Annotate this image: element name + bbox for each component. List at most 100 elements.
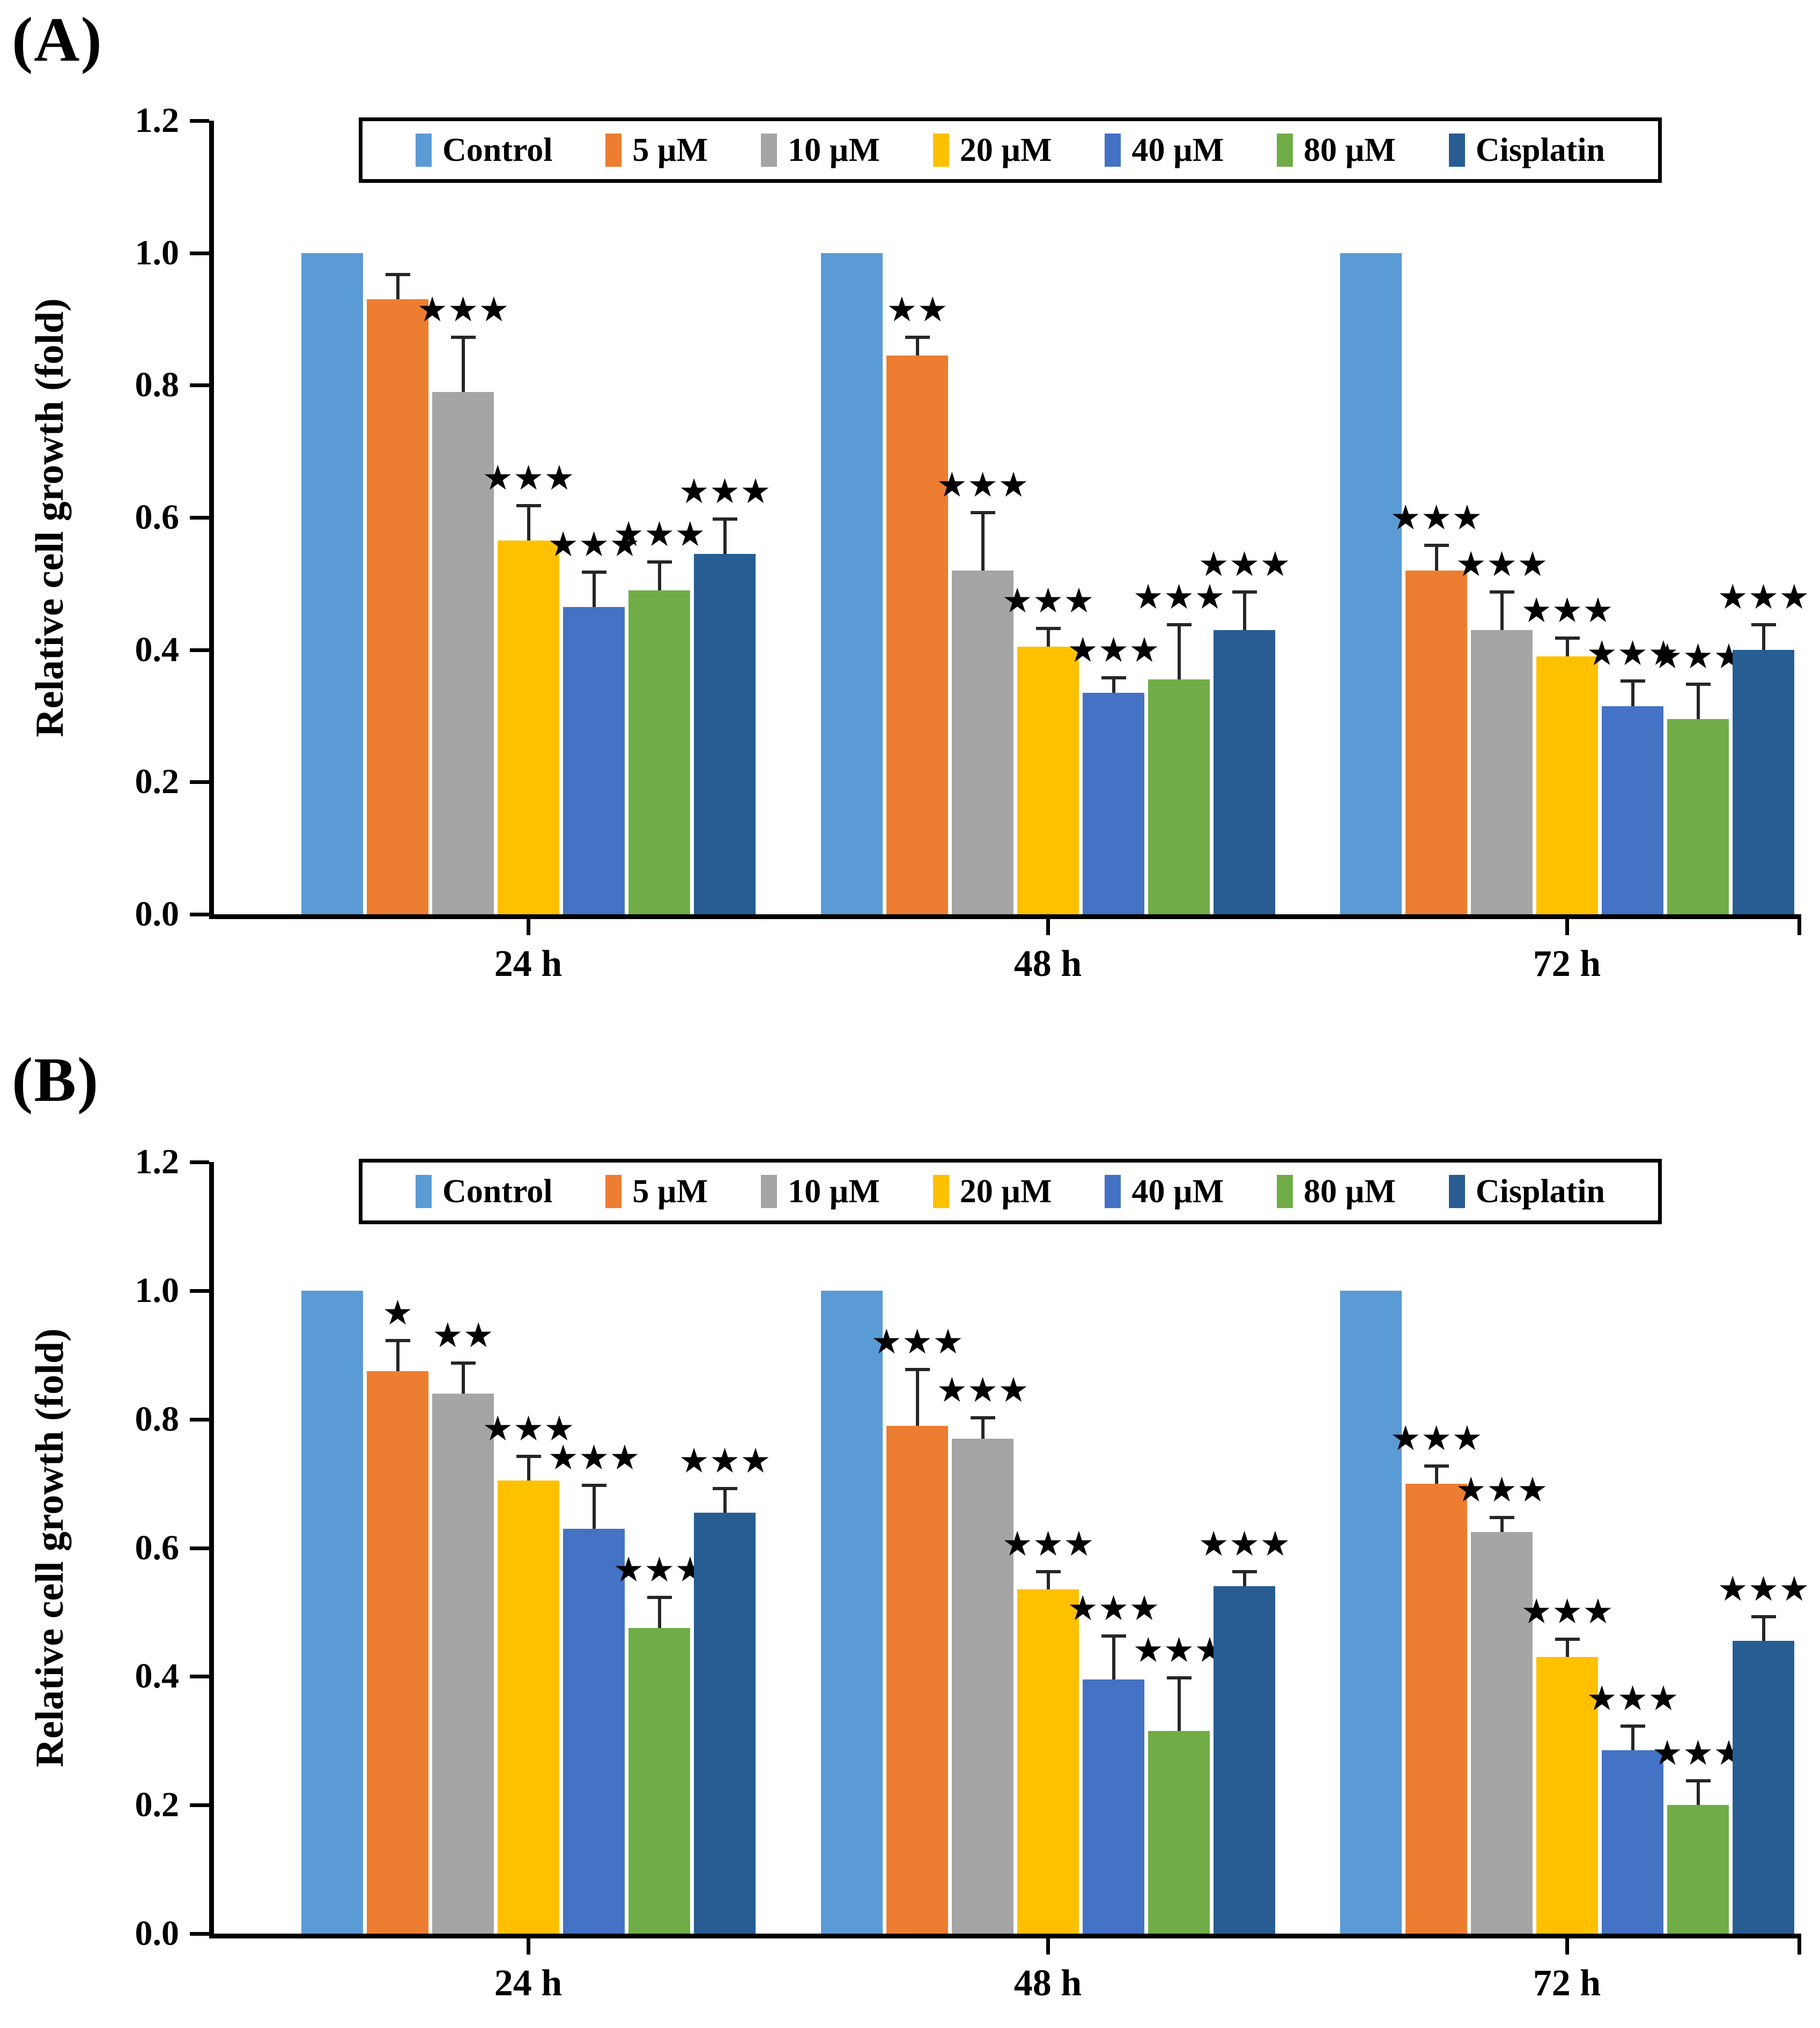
- legend: Control 5 µM 10 µM 20 µM 40 µM 80 µM Cisplatin: [359, 1159, 1662, 1224]
- legend-item: 40 µM: [1105, 1175, 1224, 1208]
- error-bar-cap: [1620, 1724, 1645, 1728]
- error-bar-cap: [1489, 1515, 1514, 1519]
- y-axis-line: [209, 1162, 214, 1938]
- y-tick: [190, 1289, 209, 1293]
- error-bar-cap: [581, 570, 606, 574]
- significance-stars: ★★★: [678, 1441, 771, 1481]
- bar: [628, 590, 690, 914]
- bar: [886, 355, 948, 914]
- y-tick: [190, 383, 209, 388]
- error-bar-cap: [1232, 590, 1257, 594]
- significance-stars: ★★★: [548, 1438, 640, 1478]
- significance-stars: ★★★: [1717, 578, 1810, 618]
- error-bar-cap: [970, 510, 995, 514]
- error-bar: [1631, 679, 1634, 706]
- legend-label: 5 µM: [632, 1173, 708, 1210]
- error-bar: [723, 1486, 727, 1513]
- bar: [1536, 656, 1598, 914]
- legend-item: 80 µM: [1277, 1175, 1396, 1208]
- significance-stars: ★★★: [871, 1322, 964, 1362]
- bar: [952, 1438, 1013, 1934]
- error-bar: [1565, 1638, 1569, 1657]
- y-tick-label: 0.0: [135, 1914, 180, 1953]
- significance-stars: ★★★: [1198, 544, 1291, 584]
- error-bar: [1242, 1570, 1246, 1587]
- bar: [1733, 649, 1794, 914]
- legend-label: Control: [442, 132, 553, 168]
- x-axis-line: [209, 914, 1801, 919]
- error-bar-cap: [450, 1361, 476, 1365]
- error-bar-cap: [1555, 1638, 1580, 1641]
- legend-swatch: [1277, 134, 1293, 167]
- legend-item: Control: [415, 1173, 553, 1210]
- error-bar: [1177, 1676, 1181, 1731]
- legend-item: 10 µM: [761, 1175, 880, 1208]
- error-bar-cap: [385, 272, 410, 276]
- legend-swatch: [1448, 1175, 1465, 1208]
- legend-item: Control: [415, 132, 553, 168]
- error-bar: [1046, 626, 1050, 647]
- significance-stars: ★★★: [1652, 637, 1744, 677]
- bar: [301, 1290, 363, 1934]
- bar: [563, 606, 625, 914]
- error-bar: [396, 1338, 399, 1371]
- bar: [1602, 706, 1663, 914]
- y-tick: [190, 1675, 209, 1679]
- significance-stars: ★★★: [1586, 1679, 1679, 1719]
- bar: [367, 1371, 428, 1934]
- error-bar-cap: [450, 335, 476, 339]
- error-bar: [723, 517, 727, 554]
- y-tick: [190, 1546, 209, 1550]
- x-tick: [1565, 1938, 1569, 1955]
- y-tick: [190, 1803, 209, 1808]
- bar: [1471, 1531, 1533, 1934]
- bar: [1340, 1290, 1402, 1934]
- bar: [1733, 1641, 1794, 1934]
- error-bar-cap: [1035, 1570, 1061, 1574]
- y-tick-label: 1.2: [135, 101, 180, 140]
- legend-swatch: [415, 134, 432, 167]
- significance-stars: ★★★: [482, 458, 575, 499]
- bar: [498, 541, 559, 914]
- bar: [1083, 692, 1144, 914]
- x-tick: [527, 919, 530, 935]
- legend-swatch: [1105, 134, 1121, 167]
- bar: [1017, 1589, 1079, 1934]
- significance-stars: ★★★: [1521, 591, 1614, 631]
- significance-stars: ★★★: [1586, 634, 1679, 674]
- error-bar: [915, 335, 919, 356]
- bar: [367, 299, 428, 914]
- legend-swatch: [605, 1175, 622, 1208]
- legend-label: Control: [442, 1173, 553, 1210]
- x-category-label: 48 h: [1013, 1963, 1082, 2004]
- plot-area-a: 0.0 0.2 0.4 0.6 0.8 1.0 1.2 Control 5 µM 10 µM 20 …: [135, 103, 1810, 983]
- significance-stars: ★★★: [1133, 578, 1225, 618]
- significance-stars: ★★★: [936, 1370, 1029, 1410]
- error-bar-cap: [1424, 544, 1449, 547]
- y-tick: [190, 251, 209, 255]
- error-bar: [1112, 1634, 1115, 1680]
- legend-label: 10 µM: [788, 132, 880, 168]
- error-bar: [915, 1367, 919, 1426]
- error-bar-cap: [970, 1416, 995, 1419]
- legend-swatch: [415, 1175, 432, 1208]
- error-bar-cap: [581, 1483, 606, 1487]
- legend-label: 80 µM: [1304, 132, 1396, 168]
- y-tick-label: 0.4: [135, 1656, 180, 1696]
- bar: [821, 1290, 883, 1934]
- error-bar-cap: [905, 1367, 930, 1371]
- x-category-label: 24 h: [494, 1963, 563, 2004]
- legend-label: Cisplatin: [1475, 1173, 1606, 1210]
- legend-item: 10 µM: [761, 134, 880, 167]
- error-bar: [1696, 1779, 1700, 1805]
- legend-swatch: [933, 1175, 949, 1208]
- legend-swatch: [1448, 134, 1465, 167]
- error-bar-cap: [647, 1596, 672, 1600]
- y-tick: [190, 648, 209, 652]
- legend-label: 10 µM: [788, 1173, 880, 1210]
- error-bar: [1696, 683, 1700, 720]
- legend-swatch: [761, 134, 778, 167]
- error-bar-cap: [1685, 1779, 1711, 1783]
- panel-b-label: (B): [12, 1045, 100, 1115]
- bar: [1602, 1750, 1663, 1934]
